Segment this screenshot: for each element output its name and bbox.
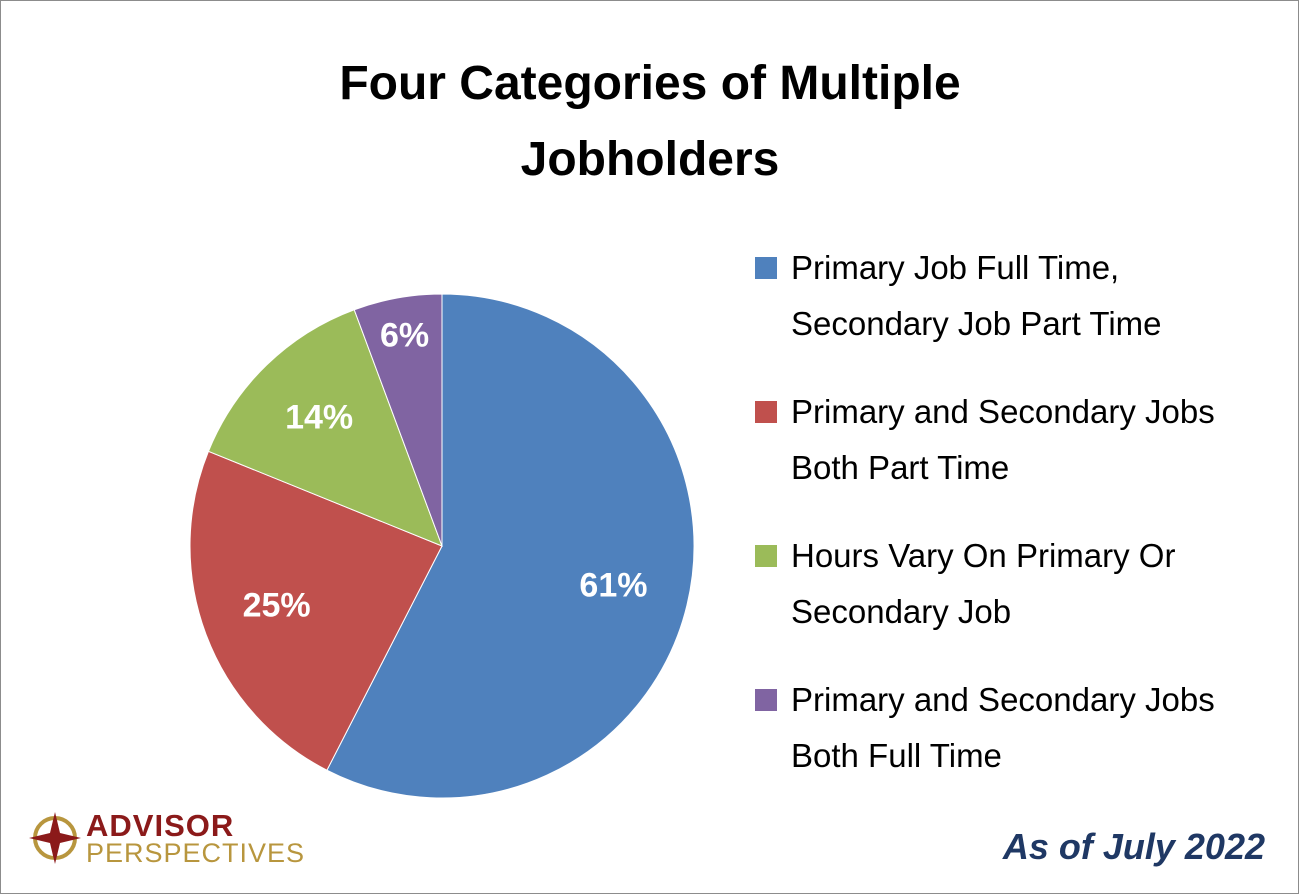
legend-swatch [755, 545, 777, 567]
legend-label: Primary Job Full Time, Secondary Job Par… [791, 249, 1162, 342]
logo-icon [29, 812, 81, 864]
legend-item: Primary Job Full Time, Secondary Job Par… [755, 240, 1295, 384]
data-label: 14% [285, 398, 353, 436]
logo-text: ADVISOR [86, 808, 235, 843]
legend-swatch [755, 401, 777, 423]
legend-swatch [755, 257, 777, 279]
logo-text: PERSPECTIVES [86, 838, 306, 868]
data-label: 6% [380, 317, 429, 355]
pie-slice [353, 293, 443, 547]
legend-item: Primary and Secondary Jobs Both Full Tim… [755, 672, 1295, 816]
legend-item: Hours Vary On Primary Or Secondary Job [755, 528, 1295, 672]
pie-slice [326, 293, 695, 799]
legend-swatch [755, 689, 777, 711]
data-label: 61% [579, 566, 647, 604]
legend-label: Primary and Secondary Jobs Both Part Tim… [791, 393, 1215, 486]
pie-slice [207, 309, 443, 547]
legend-label: Hours Vary On Primary Or Secondary Job [791, 537, 1176, 630]
legend-label: Primary and Secondary Jobs Both Full Tim… [791, 681, 1215, 774]
chart-title: Four Categories of Multiple Jobholders [339, 57, 961, 186]
legend: Primary Job Full Time, Secondary Job Par… [755, 240, 1295, 816]
pie-slice [189, 450, 443, 771]
legend-item: Primary and Secondary Jobs Both Part Tim… [755, 384, 1295, 528]
data-label: 25% [243, 586, 311, 624]
annotation: As of July 2022 [1002, 826, 1265, 867]
